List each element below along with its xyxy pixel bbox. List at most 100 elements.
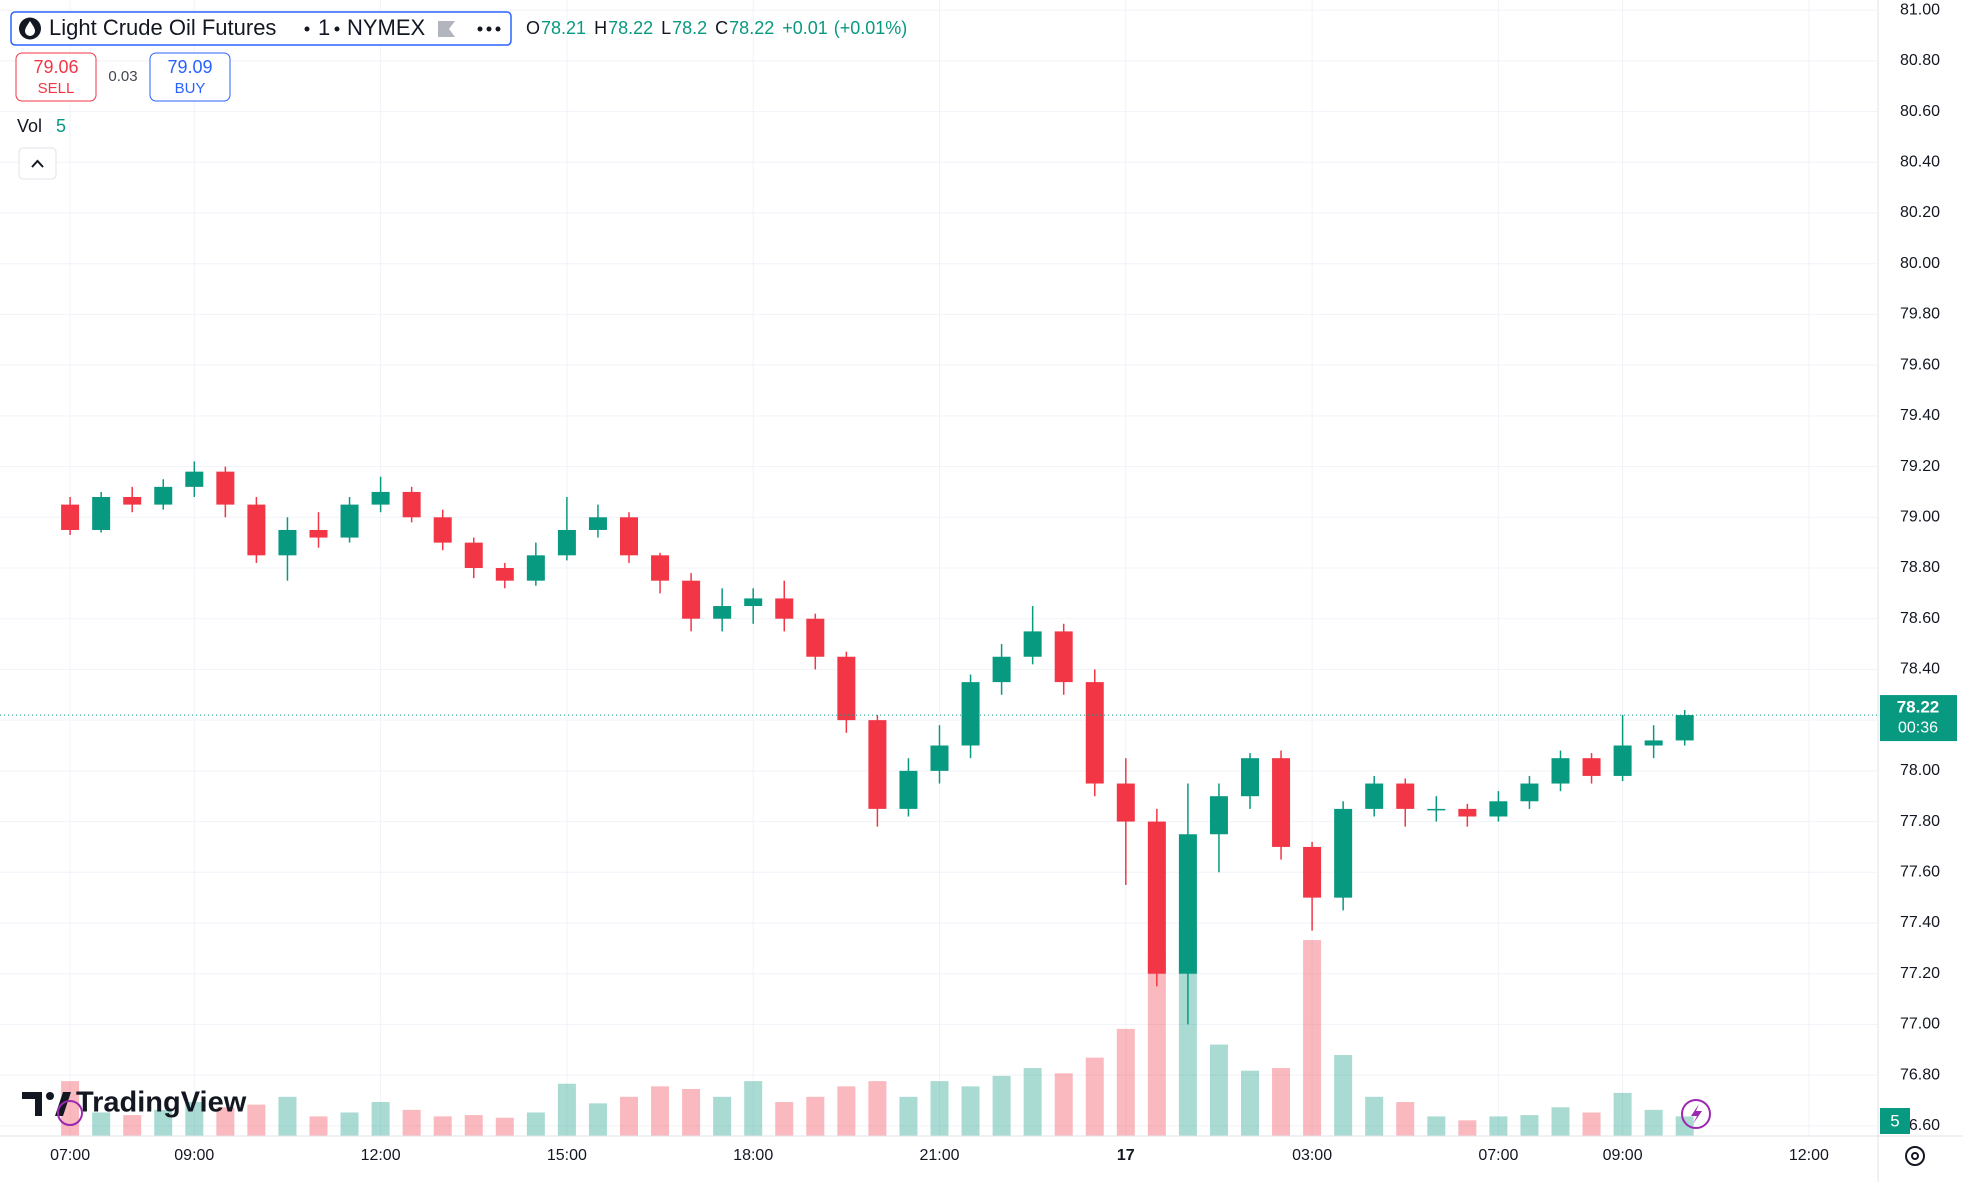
collapse-icon	[31, 159, 44, 168]
lightning-icon	[1691, 1104, 1702, 1124]
volume-layer	[61, 927, 1694, 1136]
volume-bar	[775, 1102, 794, 1136]
spread: 0.03	[108, 68, 137, 85]
buy-price: 79.09	[167, 57, 212, 77]
y-tick-label: 79.80	[1900, 306, 1940, 323]
candle-body	[309, 529, 328, 538]
y-tick-label: 78.60	[1900, 610, 1940, 627]
volume-bar	[1209, 1044, 1228, 1136]
x-tick-label: 12:00	[361, 1147, 401, 1164]
volume-badge	[1880, 1108, 1910, 1134]
ohlc-value: 78.2	[672, 18, 707, 38]
ohlc-legend: O 78.21 H 78.22 L 78.2 C 78.22 +0.01 (+0.01%)	[526, 18, 907, 38]
symbol-interval: 1	[318, 15, 330, 40]
sell-button[interactable]	[15, 52, 97, 102]
settings-icon[interactable]	[1905, 1146, 1925, 1166]
candle-body	[433, 517, 452, 543]
y-tick-label: 80.60	[1900, 103, 1940, 120]
candle-body	[1147, 821, 1166, 974]
candle-body	[713, 606, 732, 619]
separator	[304, 26, 310, 32]
candle-body	[1396, 783, 1415, 809]
y-tick-label: 78.00	[1900, 762, 1940, 779]
y-tick-label: 80.20	[1900, 204, 1940, 221]
volume-bar	[930, 1081, 949, 1136]
y-tick-label: 80.00	[1900, 255, 1940, 272]
x-tick-label: 18:00	[733, 1147, 773, 1164]
candle-body	[1582, 758, 1601, 776]
volume-bar	[868, 1081, 887, 1136]
volume-bar	[402, 1109, 421, 1136]
y-tick-label: 79.60	[1900, 356, 1940, 373]
candle-body	[92, 497, 111, 530]
buy-button[interactable]	[149, 52, 231, 102]
y-tick-label: 77.40	[1900, 914, 1940, 931]
candle-body	[620, 517, 638, 556]
more-icon[interactable]	[477, 26, 501, 32]
volume-bar	[309, 1116, 328, 1136]
candle-body	[247, 504, 266, 556]
x-tick-label: 09:00	[1603, 1147, 1643, 1164]
volume-bar	[899, 1096, 918, 1136]
candle-body	[1675, 715, 1694, 741]
y-tick-label: 79.00	[1900, 509, 1940, 526]
volume-bar	[123, 1115, 142, 1136]
candle-body	[1458, 808, 1477, 817]
flag-icon[interactable]	[438, 21, 455, 37]
ohlc-value: 78.22	[608, 18, 653, 38]
candle-body	[837, 656, 856, 721]
candle-layer	[61, 461, 1694, 1025]
candle-body	[588, 517, 607, 530]
lightning-button[interactable]	[1681, 1099, 1711, 1129]
volume-bar	[713, 1096, 732, 1136]
volume-bar	[1272, 1068, 1291, 1136]
x-tick-label: 07:00	[1478, 1147, 1518, 1164]
event-icon[interactable]	[57, 1100, 83, 1126]
candle-body	[402, 491, 421, 518]
candle-body	[1116, 783, 1135, 822]
volume-bar	[806, 1096, 825, 1136]
volume-bar	[961, 1086, 980, 1136]
sell-label: SELL	[38, 80, 75, 97]
volume-legend-value: 5	[56, 116, 66, 136]
volume-bar	[557, 1083, 576, 1136]
candle-body	[464, 542, 483, 568]
candle-body	[1303, 846, 1322, 898]
volume-bar	[340, 1112, 359, 1136]
collapse-button[interactable]	[18, 147, 57, 180]
candle-body	[340, 504, 359, 538]
symbol-title: Light Crude Oil Futures	[49, 15, 276, 40]
volume-bar	[1147, 953, 1166, 1136]
candle-body	[744, 598, 763, 607]
volume-bar	[1116, 1028, 1135, 1136]
candle-body	[154, 486, 173, 505]
volume-bar	[185, 1102, 204, 1136]
candle-body	[1427, 808, 1446, 811]
volume-bar	[1303, 940, 1322, 1136]
volume-badge-value: 5	[1890, 1111, 1899, 1130]
candle-body	[1054, 631, 1073, 683]
candle-body	[278, 529, 297, 556]
candle-body	[216, 471, 235, 505]
candle-body	[1334, 808, 1353, 898]
y-tick-label: 79.20	[1900, 458, 1940, 475]
volume-bar	[154, 1109, 173, 1136]
candle-body	[1551, 758, 1570, 784]
ohlc-key: C	[715, 18, 728, 38]
volume-bar	[1458, 1120, 1477, 1136]
candle-body	[1613, 745, 1632, 776]
y-tick-label: 77.60	[1900, 864, 1940, 881]
volume-legend-label: Vol	[17, 116, 42, 136]
grid	[0, 0, 1878, 1136]
last-price-badge	[1880, 695, 1957, 742]
volume-bar	[1644, 1109, 1663, 1136]
candle-body	[1209, 796, 1228, 835]
volume-bar	[464, 1115, 483, 1136]
candle-body	[61, 504, 80, 530]
candle-body	[899, 770, 918, 809]
volume-bar	[1178, 927, 1197, 1136]
symbol-box[interactable]	[10, 11, 512, 46]
candle-body	[1241, 758, 1259, 797]
